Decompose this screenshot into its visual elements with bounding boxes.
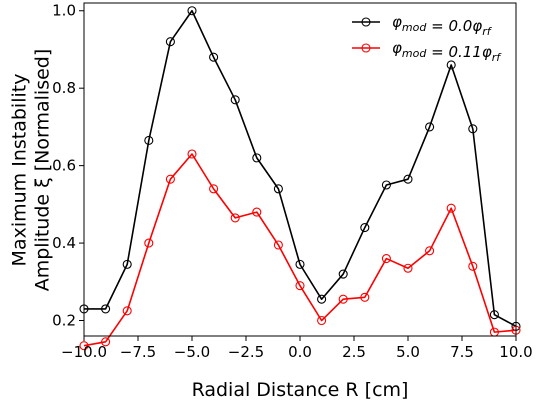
series-2 [79,149,521,351]
series-1-point [338,269,348,279]
x-tick-label: −10.0 [61,343,107,361]
series-2-point [360,292,370,302]
y-tick-label: 1.0 [52,2,76,20]
x-tick-label: −7.5 [120,343,156,361]
y-axis-label-line1: Maximum Instability [9,74,31,267]
x-tick-label: −2.5 [228,343,264,361]
series-2-point [79,341,89,351]
series-1-point [230,95,240,105]
series-2-point [317,315,327,326]
y-tick-label: 0.2 [52,312,76,330]
series-1 [79,6,521,331]
series-1-point [489,310,499,320]
series-2-point [468,261,478,271]
series-1-line [84,9,517,328]
series-1-point [468,124,478,134]
series-2-point [230,213,240,223]
series-1-point [446,60,456,70]
y-tick-label: 0.6 [52,157,76,175]
ticks-layer: −10.0 −7.5 −5.0 −2.5 0.0 2.5 5.0 7.5 10.0 0.2 0.4 0… [52,2,533,361]
x-axis-label: Radial Distance R [cm] [192,379,409,401]
series-2-point [144,238,154,248]
y-axis-label-line2: Amplitude ξ [Normalised] [32,49,54,292]
series-1-point [403,174,413,184]
series-1-point [144,135,154,146]
series-2-point [295,281,305,291]
series-2-point [122,306,132,316]
x-tick-label: 10.0 [499,343,532,361]
series-2-point [446,203,456,213]
series-1-point [425,122,435,132]
series-1-point [295,259,305,269]
series-1-point [187,6,197,16]
x-tick-label: 5.0 [396,343,420,361]
series-2-point [101,337,111,347]
series-1-point [381,180,391,190]
x-tick-label: 2.5 [342,343,366,361]
series-1-point [317,294,327,304]
series-1-point [252,153,262,163]
series-2-point [252,207,262,217]
series-2-point [165,174,175,184]
series-2-point [403,263,413,273]
series-2-point [425,246,435,256]
series-2-point [273,240,283,250]
legend-entry-2: φmod = 0.11φrf [352,39,502,64]
series-2-point [187,149,197,159]
x-tick-label: 7.5 [450,343,474,361]
x-tick-label: −5.0 [174,343,210,361]
legend-label: φmod = 0.0φrf [392,13,493,38]
legend-entry-1: φmod = 0.0φrf [352,13,493,38]
y-tick-label: 0.8 [52,79,76,97]
series-1-point [360,223,370,233]
series-layer [79,6,521,351]
series-2-point [338,294,348,304]
series-1-point [165,37,175,47]
series-1-point [101,304,111,314]
legend-swatch-marker [361,17,371,27]
series-2-point [381,254,391,264]
y-tick-label: 0.4 [52,234,76,252]
series-2-point [209,184,219,194]
legend-label: φmod = 0.11φrf [392,39,502,64]
series-1-point [209,52,219,62]
series-1-point [122,259,132,269]
x-tick-label: 0.0 [288,343,312,361]
legend-swatch-marker [361,43,371,53]
series-1-point [273,184,283,194]
series-2-line [83,153,517,347]
